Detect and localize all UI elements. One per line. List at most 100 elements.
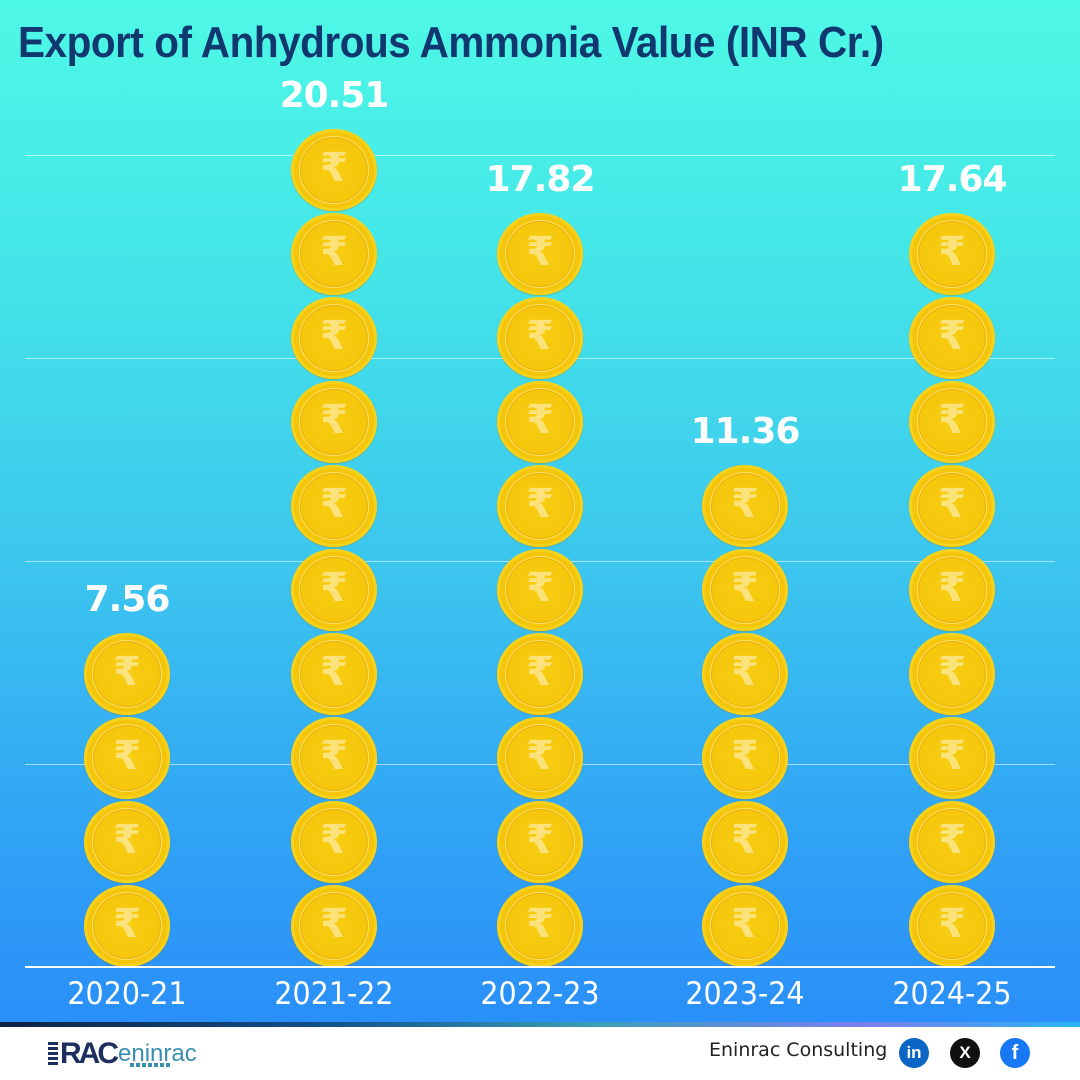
- gridline: [25, 155, 1055, 156]
- rupee-coin-icon: ₹: [497, 213, 583, 295]
- rupee-symbol: ₹: [938, 649, 966, 695]
- rupee-symbol: ₹: [320, 733, 348, 779]
- rupee-symbol: ₹: [320, 145, 348, 191]
- facebook-icon[interactable]: f: [1000, 1038, 1030, 1068]
- logo-sub-text: eninrac: [118, 1040, 197, 1067]
- rupee-symbol: ₹: [113, 649, 141, 695]
- rupee-coin-icon: ₹: [909, 465, 995, 547]
- rupee-coin-icon: ₹: [291, 549, 377, 631]
- rupee-coin-icon: ₹: [702, 549, 788, 631]
- rupee-symbol: ₹: [938, 901, 966, 947]
- rupee-coin-icon: ₹: [291, 717, 377, 799]
- rupee-coin-icon: ₹: [497, 885, 583, 967]
- rupee-symbol: ₹: [526, 397, 554, 443]
- rupee-symbol: ₹: [320, 313, 348, 359]
- rupee-coin-icon: ₹: [909, 297, 995, 379]
- rupee-symbol: ₹: [731, 649, 759, 695]
- rupee-coin-icon: ₹: [291, 129, 377, 211]
- rupee-symbol: ₹: [320, 817, 348, 863]
- rupee-coin-icon: ₹: [291, 801, 377, 883]
- rupee-coin-icon: ₹: [84, 801, 170, 883]
- rupee-symbol: ₹: [731, 565, 759, 611]
- rupee-coin-icon: ₹: [497, 549, 583, 631]
- rupee-coin-icon: ₹: [909, 381, 995, 463]
- rupee-symbol: ₹: [526, 901, 554, 947]
- brand-name: Eninrac Consulting: [709, 1039, 888, 1061]
- rupee-symbol: ₹: [526, 817, 554, 863]
- rupee-coin-icon: ₹: [497, 381, 583, 463]
- rupee-symbol: ₹: [320, 901, 348, 947]
- rupee-coin-icon: ₹: [702, 801, 788, 883]
- chart-title: Export of Anhydrous Ammonia Value (INR C…: [18, 18, 884, 67]
- value-label: 11.36: [690, 411, 801, 452]
- rupee-symbol: ₹: [526, 313, 554, 359]
- rupee-symbol: ₹: [320, 481, 348, 527]
- chart-canvas: Export of Anhydrous Ammonia Value (INR C…: [0, 0, 1080, 1022]
- rupee-coin-icon: ₹: [497, 801, 583, 883]
- logo-bars-icon: [48, 1042, 58, 1066]
- x-tick-label: 2024-25: [892, 976, 1012, 1012]
- rupee-symbol: ₹: [526, 481, 554, 527]
- rupee-symbol: ₹: [526, 565, 554, 611]
- logo-dots-icon: [130, 1063, 170, 1067]
- rupee-coin-icon: ₹: [497, 717, 583, 799]
- rupee-coin-icon: ₹: [497, 633, 583, 715]
- rupee-symbol: ₹: [938, 481, 966, 527]
- rupee-coin-icon: ₹: [702, 885, 788, 967]
- rupee-coin-icon: ₹: [84, 717, 170, 799]
- rupee-symbol: ₹: [320, 229, 348, 275]
- rupee-coin-icon: ₹: [909, 633, 995, 715]
- rupee-coin-icon: ₹: [909, 213, 995, 295]
- rupee-symbol: ₹: [320, 565, 348, 611]
- rupee-symbol: ₹: [938, 733, 966, 779]
- x-tick-label: 2023-24: [685, 976, 805, 1012]
- rupee-coin-icon: ₹: [909, 885, 995, 967]
- footer: RAC eninrac Eninrac Consulting in X f: [0, 1027, 1080, 1080]
- rupee-symbol: ₹: [526, 649, 554, 695]
- company-logo: RAC eninrac: [48, 1037, 197, 1071]
- rupee-coin-icon: ₹: [291, 381, 377, 463]
- rupee-symbol: ₹: [320, 649, 348, 695]
- logo-main-text: RAC: [60, 1037, 119, 1070]
- rupee-coin-icon: ₹: [909, 801, 995, 883]
- x-twitter-icon[interactable]: X: [950, 1038, 980, 1068]
- rupee-coin-icon: ₹: [291, 297, 377, 379]
- rupee-symbol: ₹: [731, 733, 759, 779]
- x-tick-label: 2020-21: [67, 976, 187, 1012]
- footer-gradient-bar: [0, 1022, 1080, 1027]
- rupee-symbol: ₹: [731, 481, 759, 527]
- rupee-coin-icon: ₹: [702, 465, 788, 547]
- rupee-coin-icon: ₹: [291, 633, 377, 715]
- rupee-coin-icon: ₹: [291, 213, 377, 295]
- rupee-symbol: ₹: [938, 397, 966, 443]
- rupee-symbol: ₹: [938, 565, 966, 611]
- rupee-symbol: ₹: [938, 313, 966, 359]
- x-tick-label: 2021-22: [274, 976, 394, 1012]
- value-label: 17.82: [485, 159, 596, 200]
- rupee-coin-icon: ₹: [497, 297, 583, 379]
- rupee-coin-icon: ₹: [291, 885, 377, 967]
- linkedin-icon[interactable]: in: [899, 1038, 929, 1068]
- rupee-symbol: ₹: [731, 901, 759, 947]
- rupee-symbol: ₹: [526, 733, 554, 779]
- rupee-coin-icon: ₹: [702, 633, 788, 715]
- value-label: 20.51: [279, 75, 390, 116]
- value-label: 17.64: [897, 159, 1008, 200]
- rupee-symbol: ₹: [113, 733, 141, 779]
- rupee-symbol: ₹: [731, 817, 759, 863]
- rupee-symbol: ₹: [938, 229, 966, 275]
- rupee-coin-icon: ₹: [702, 717, 788, 799]
- rupee-coin-icon: ₹: [909, 717, 995, 799]
- rupee-symbol: ₹: [113, 817, 141, 863]
- rupee-coin-icon: ₹: [84, 885, 170, 967]
- rupee-coin-icon: ₹: [84, 633, 170, 715]
- rupee-symbol: ₹: [938, 817, 966, 863]
- rupee-coin-icon: ₹: [909, 549, 995, 631]
- rupee-symbol: ₹: [526, 229, 554, 275]
- value-label: 7.56: [84, 579, 171, 620]
- rupee-coin-icon: ₹: [497, 465, 583, 547]
- x-axis-line: [25, 966, 1055, 968]
- rupee-symbol: ₹: [113, 901, 141, 947]
- x-tick-label: 2022-23: [480, 976, 600, 1012]
- rupee-coin-icon: ₹: [291, 465, 377, 547]
